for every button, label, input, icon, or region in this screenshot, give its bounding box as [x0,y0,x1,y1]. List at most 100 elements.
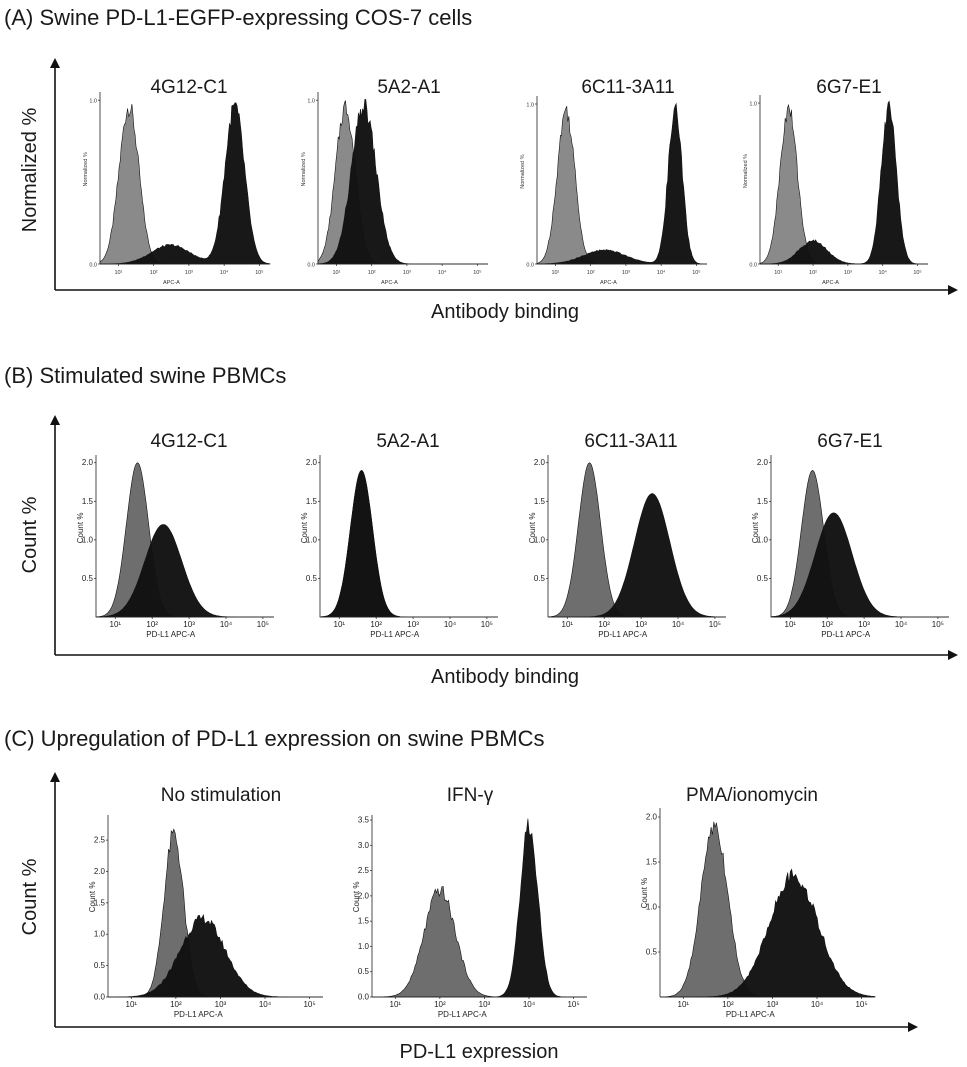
plot-x-tick-label: 10³ [403,270,411,276]
plot-label: 5A2-A1 [376,431,439,452]
plot-x-tick-label: 10³ [622,270,630,276]
plot-x-tick-label: 10² [370,620,382,629]
plot-x-tick-label: 10⁴ [220,620,233,629]
y-axis-arrow [50,58,60,68]
stained-histogram [372,818,587,998]
plot-y-tick-label: 1.5 [94,898,106,907]
plot-y-tick-label: 0.5 [757,574,769,583]
plot-x-tick-label: 10¹ [114,270,122,276]
y-axis-label: Count % [19,858,41,935]
panel-title: (C) Upregulation of PD-L1 expression on … [4,726,544,751]
plot-inner-x-label: APC-A [822,280,839,286]
plot-label: No stimulation [161,785,281,806]
plot-x-tick-label: 10⁵ [692,269,700,276]
plot-y-tick-label: 1.0 [358,942,370,951]
x-axis-arrow [948,650,958,660]
plot-x-tick-label: 10¹ [785,620,797,629]
plot-y-tick-label: 2.0 [646,813,658,822]
plot-x-tick-label: 10³ [215,1000,227,1009]
plot-x-tick-label: 10⁵ [257,620,269,629]
plot-x-tick-label: 10³ [858,620,870,629]
plot-y-tick-label: 1.5 [358,917,370,926]
plot-x-tick-label: 10¹ [774,270,782,276]
plot-label: 6G7-E1 [817,431,882,452]
plot-inner-x-label: PD-L1 APC-A [821,630,871,639]
plot-x-tick-label: 10⁵ [473,269,481,276]
plot-x-tick-label: 10⁵ [255,269,263,276]
plot-x-tick-label: 10² [146,620,158,629]
plot-y-tick-label: 2.0 [757,458,769,467]
plot-y-tick-label: 0.0 [749,263,757,269]
histogram-plot: 5A2-A1 Count % 0.5 1.0 1.5 2.0 10¹ 10² 10³ 10⁴ 10⁵… [300,431,498,639]
panel-title: (A) Swine PD-L1-EGFP-expressing COS-7 ce… [4,5,472,30]
plot-x-tick-label: 10⁴ [811,1000,824,1009]
stained-histogram [100,102,271,265]
plot-x-tick-label: 10² [809,270,817,276]
plot-y-tick-label: 1.0 [89,99,97,105]
plot-y-tick-label: 3.5 [358,816,370,825]
plot-inner-y-label: Count % [88,882,97,913]
plot-inner-y-label: Count % [300,513,309,544]
plot-y-tick-label: 0.0 [89,263,97,269]
plot-label: 4G12-C1 [150,77,227,98]
plot-inner-y-label: Count % [751,513,760,544]
plot-y-tick-label: 1.5 [757,497,769,506]
histogram-plot: 6C11-3A11 Count % 0.5 1.0 1.5 2.0 10¹ 10² 10³ 10⁴… [528,431,726,639]
plot-inner-y-label: Normalized % [301,152,307,186]
plot-x-tick-label: 10² [434,1000,446,1009]
plot-inner-y-label: Count % [76,513,85,544]
plot-x-tick-label: 10⁵ [567,1000,579,1009]
stained-histogram [536,102,707,265]
plot-x-tick-label: 10⁵ [932,620,944,629]
plot-x-tick-label: 10³ [183,620,195,629]
plot-inner-x-label: APC-A [600,280,617,286]
plot-x-tick-label: 10⁴ [523,1000,536,1009]
plot-y-tick-label: 0.0 [307,263,315,269]
histogram-plot: PMA/ionomycin Count % 0.5 1.0 1.5 2.0 10¹ 10² 10… [640,785,876,1019]
plot-y-tick-label: 0.0 [526,263,534,269]
plot-label: 6C11-3A11 [584,431,677,452]
plot-y-tick-label: 0.5 [358,967,370,976]
plot-y-tick-label: 2.0 [94,867,106,876]
plot-x-tick-label: 10³ [844,270,852,276]
plot-y-tick-label: 1.5 [646,858,658,867]
plot-x-tick-label: 10⁴ [259,1000,272,1009]
plot-x-tick-label: 10¹ [110,620,122,629]
plot-inner-x-label: APC-A [163,280,180,286]
plot-y-tick-label: 1.0 [749,102,757,108]
plot-x-tick-label: 10⁴ [444,620,457,629]
plot-x-tick-label: 10¹ [551,270,559,276]
plot-y-tick-label: 0.5 [94,961,106,970]
plot-inner-y-label: Count % [352,882,361,913]
x-axis-label: Antibody binding [431,301,579,323]
plot-label: 4G12-C1 [150,431,227,452]
plot-x-tick-label: 10² [170,1000,182,1009]
panel-b: (B) Stimulated swine PBMCs Count % Antibod… [4,363,958,688]
histogram-plot: 4G12-C1 Count % 0.5 1.0 1.5 2.0 10¹ 10² 10³ 10⁴ 10… [76,431,274,639]
plot-y-tick-label: 0.5 [534,574,546,583]
plot-inner-y-label: Count % [640,878,649,909]
plot-x-tick-label: 10⁵ [709,620,721,629]
plot-y-tick-label: 2.5 [358,866,370,875]
plot-x-tick-label: 10² [587,270,595,276]
plot-y-tick-label: 0.5 [646,948,658,957]
plot-y-tick-label: 1.0 [534,535,546,544]
plot-y-tick-label: 1.5 [306,497,318,506]
plot-inner-x-label: PD-L1 APC-A [146,630,196,639]
plot-x-tick-label: 10¹ [678,1000,690,1009]
plot-y-tick-label: 1.5 [534,497,546,506]
plot-y-tick-label: 1.0 [646,903,658,912]
y-axis-arrow [50,772,60,782]
x-axis-arrow [948,285,958,295]
control-histogram [372,886,587,998]
plot-label: PMA/ionomycin [686,785,818,806]
plot-label: 5A2-A1 [377,77,440,98]
plot-x-tick-label: 10³ [407,620,419,629]
plot-y-tick-label: 0.5 [306,574,318,583]
histogram-plot: IFN-γ Count % 0.0 0.5 1.0 1.5 2.0 2.5 3.0 3.5 10¹ 1… [352,785,587,1019]
plot-x-tick-label: 10¹ [332,270,340,276]
plot-x-tick-label: 10² [598,620,610,629]
histogram-plot: 4G12-C1 Normalized % 0.0 1.0 10¹ 10² 10³ 10⁴ 10⁵… [83,77,271,286]
plot-x-tick-label: 10³ [185,270,193,276]
plot-inner-x-label: APC-A [381,280,398,286]
